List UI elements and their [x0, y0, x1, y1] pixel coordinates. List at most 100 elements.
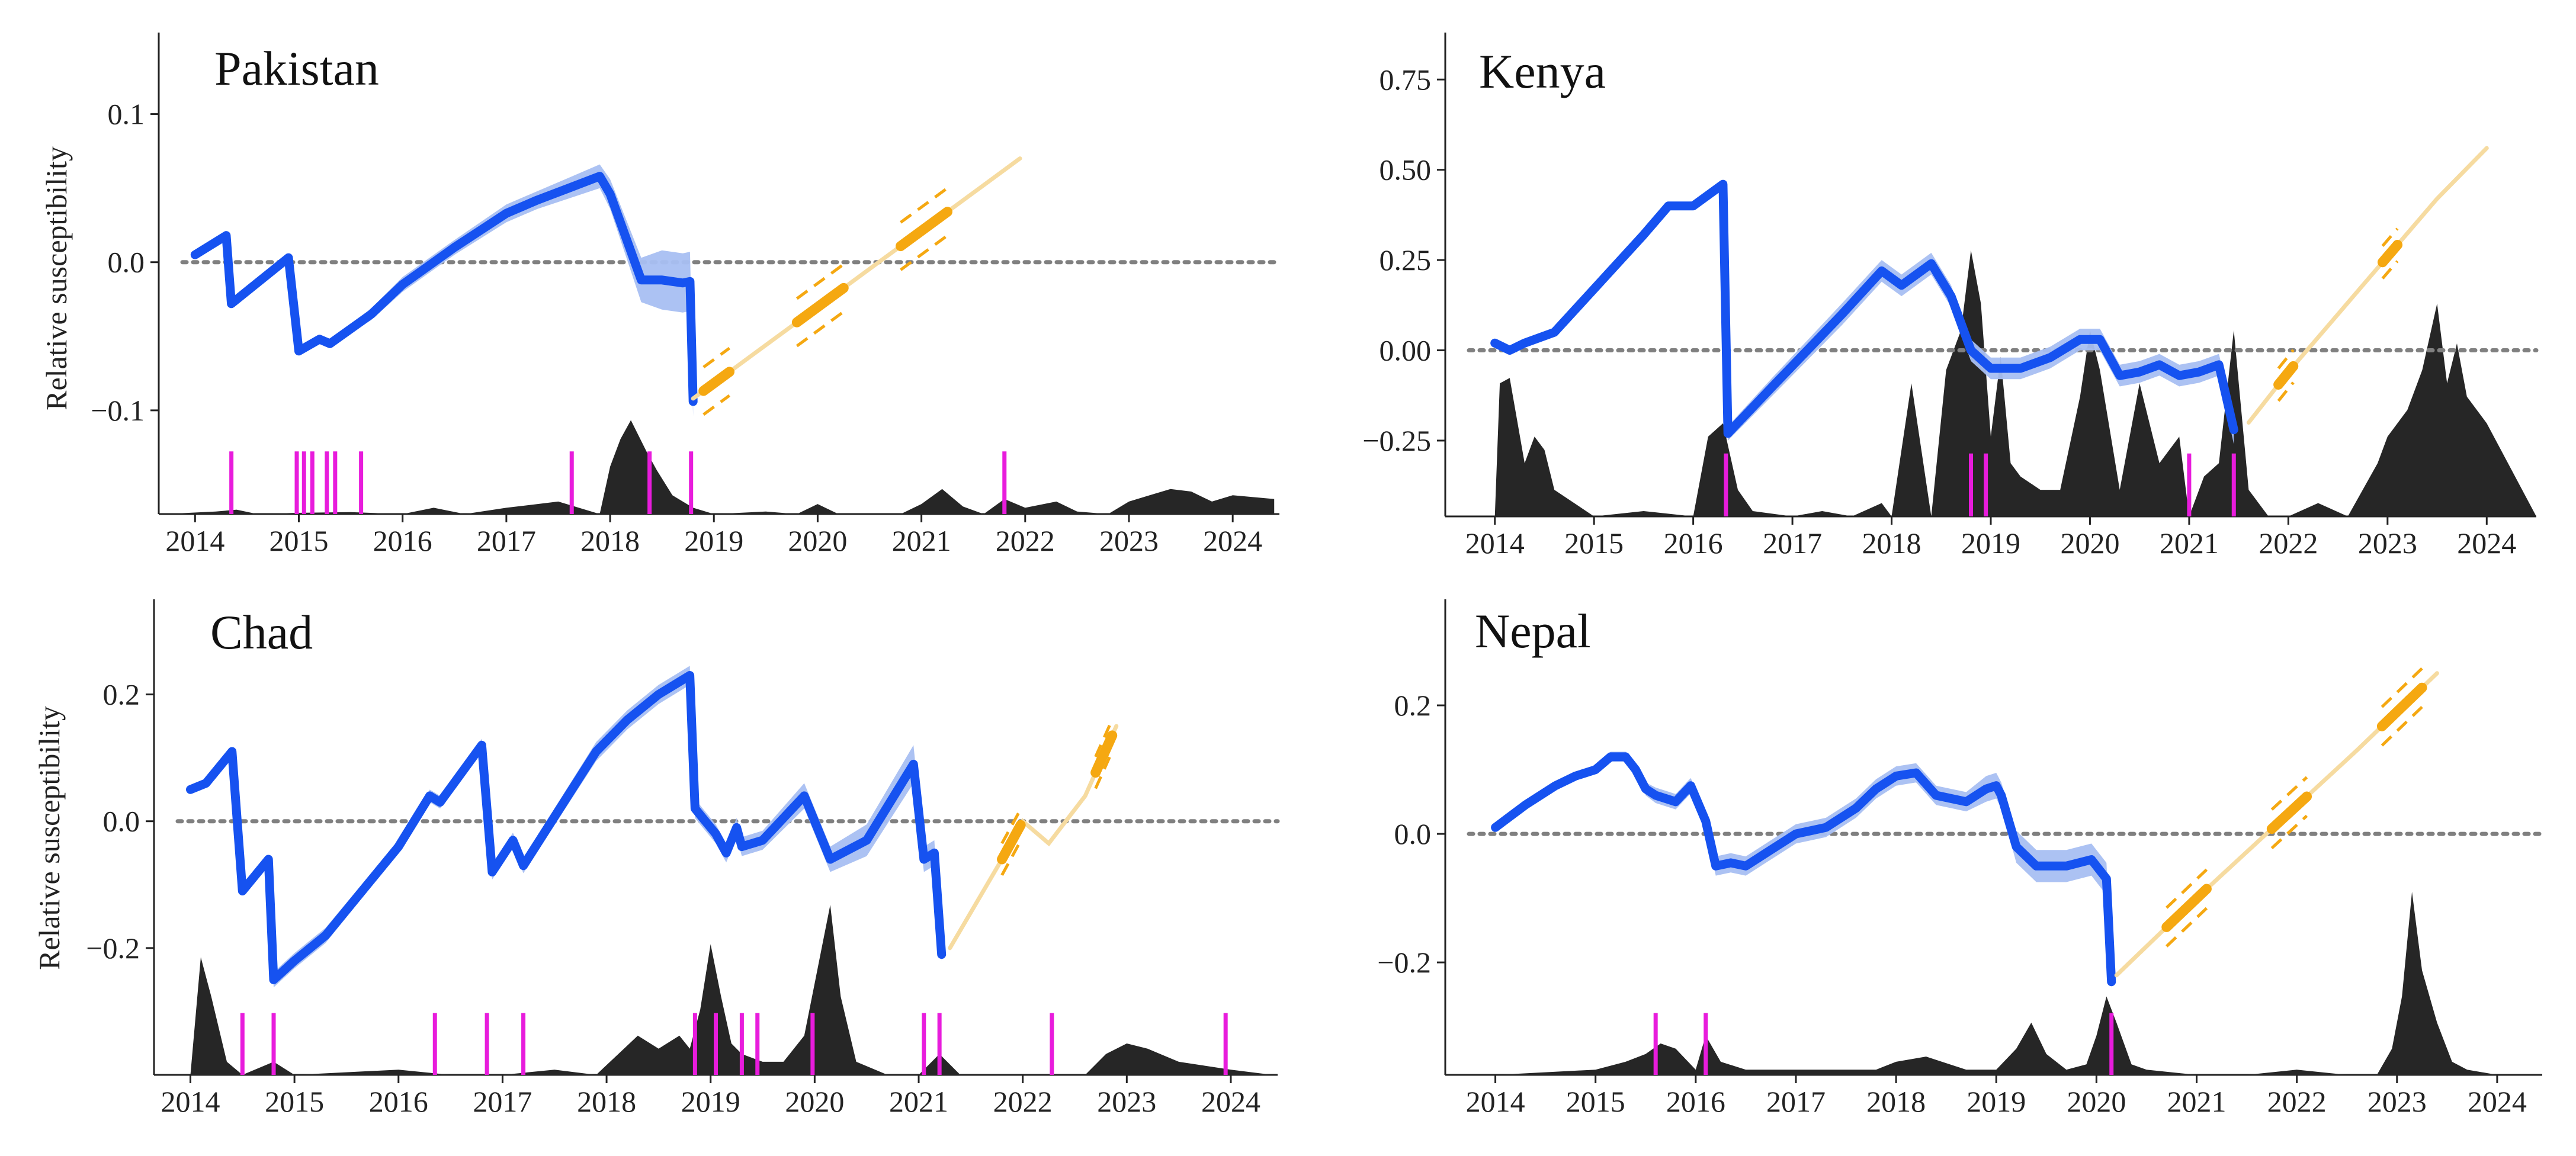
- x-tick-label: 2019: [681, 1085, 740, 1118]
- projection-line: [691, 156, 1022, 401]
- projection-spread: [1000, 840, 1022, 876]
- y-tick-label: 0.50: [1380, 153, 1432, 187]
- panel-title: Nepal: [1475, 604, 1591, 658]
- panel-kenya: Kenya 0.75 0.50 0.25 0.00 −0.25 2014 2015 2016 2…: [1362, 33, 2539, 560]
- x-tick-label: 2021: [889, 1085, 948, 1118]
- x-tick-label: 2017: [1763, 526, 1822, 560]
- x-tick-label: 2016: [1664, 526, 1723, 560]
- projection-spread: [2277, 349, 2295, 370]
- panel-nepal: Nepal 0.2 0.0 −0.2 2014 2015 2016 2017 2018 2019…: [1377, 599, 2545, 1118]
- x-tick-label: 2019: [1961, 526, 2020, 560]
- y-tick-label: −0.2: [1377, 946, 1431, 979]
- x-tick-label: 2021: [2160, 526, 2219, 560]
- history-line: [190, 172, 698, 406]
- x-tick-label: 2022: [2267, 1085, 2327, 1118]
- projection-segment: [896, 207, 952, 252]
- y-tick-label: 0.0: [108, 246, 145, 279]
- event-area: [1445, 250, 2536, 516]
- x-tick-label: 2023: [2358, 526, 2417, 560]
- projection-segment: [2266, 791, 2312, 834]
- projection-spread: [1000, 808, 1022, 844]
- projection-spread: [795, 263, 845, 300]
- projection-segment: [2376, 682, 2427, 731]
- y-tick-label: 0.2: [1394, 689, 1432, 722]
- x-tick-label: 2016: [369, 1085, 428, 1118]
- y-tick-label: −0.25: [1362, 424, 1431, 457]
- x-tick-label: 2022: [2259, 526, 2318, 560]
- x-tick-label: 2022: [996, 524, 1055, 557]
- x-tick-label: 2018: [1866, 1085, 1926, 1118]
- x-tick-label: 2017: [1766, 1085, 1826, 1118]
- x-tick-label: 2017: [473, 1085, 532, 1118]
- projection-spread: [702, 394, 730, 416]
- x-tick-label: 2018: [580, 524, 640, 557]
- history-line: [186, 671, 947, 984]
- y-tick-label: 0.75: [1380, 63, 1432, 96]
- x-tick-label: 2018: [577, 1085, 636, 1118]
- x-tick-label: 2014: [1465, 526, 1525, 560]
- projection-spread: [2270, 814, 2308, 849]
- projection-spread: [1094, 750, 1114, 789]
- history-line: [1491, 752, 2116, 987]
- projection-segment: [698, 367, 735, 396]
- panel-title: Chad: [210, 605, 313, 659]
- panel-chad: Chad Relative susceptibility 0.2 0.0 −0.2 2…: [33, 599, 1280, 1118]
- y-tick-label: 0.0: [1394, 817, 1432, 850]
- y-tick-label: 0.0: [103, 805, 140, 838]
- projection-spread: [2277, 381, 2295, 402]
- x-tick-label: 2020: [2060, 526, 2119, 560]
- event-area: [159, 904, 1273, 1075]
- projection-spread: [2381, 227, 2399, 247]
- y-tick-label: −0.1: [91, 394, 145, 427]
- projection-spread: [2166, 868, 2208, 909]
- x-tick-label: 2014: [161, 1085, 220, 1118]
- x-tick-label: 2021: [2167, 1085, 2226, 1118]
- projection-segment: [2377, 240, 2403, 268]
- x-tick-label: 2024: [1203, 524, 1262, 557]
- x-tick-label: 2023: [1099, 524, 1159, 557]
- x-tick-label: 2017: [477, 524, 536, 557]
- projection-spread: [2381, 705, 2423, 747]
- x-tick-label: 2020: [788, 524, 847, 557]
- projection-spread: [2270, 776, 2308, 811]
- x-tick-label: 2021: [892, 524, 951, 557]
- projection-spread: [2166, 907, 2208, 948]
- projection-spread: [795, 310, 845, 348]
- projection-spread: [900, 187, 948, 224]
- y-tick-label: −0.2: [86, 932, 140, 965]
- y-tick-label: 0.2: [103, 678, 140, 711]
- x-tick-label: 2024: [1201, 1085, 1260, 1118]
- projection-segment: [2161, 884, 2212, 932]
- x-tick-label: 2015: [1564, 526, 1624, 560]
- y-tick-label: 0.00: [1380, 334, 1432, 367]
- y-axis-label: Relative susceptibility: [33, 706, 66, 970]
- projection-line: [948, 724, 1119, 951]
- projection-spread: [702, 346, 730, 369]
- projection-segment: [791, 282, 849, 327]
- y-tick-label: 0.1: [108, 98, 145, 131]
- panel-title: Pakistan: [214, 41, 379, 95]
- x-tick-label: 2019: [1967, 1085, 2026, 1118]
- x-tick-label: 2020: [785, 1085, 844, 1118]
- x-tick-label: 2024: [2457, 526, 2516, 560]
- x-tick-label: 2015: [265, 1085, 324, 1118]
- x-tick-label: 2023: [1097, 1085, 1156, 1118]
- x-tick-label: 2014: [165, 524, 224, 557]
- x-tick-label: 2023: [2368, 1085, 2427, 1118]
- projection-spread: [2381, 260, 2399, 280]
- uncertainty-band: [1495, 752, 2112, 988]
- x-tick-label: 2016: [1666, 1085, 1725, 1118]
- x-tick-label: 2022: [993, 1085, 1053, 1118]
- projection-segment: [2273, 361, 2299, 390]
- projection-spread: [2381, 667, 2423, 708]
- panel-title: Kenya: [1479, 44, 1606, 98]
- x-tick-label: 2024: [2468, 1085, 2527, 1118]
- history-line: [1490, 179, 2238, 438]
- x-tick-label: 2019: [684, 524, 743, 557]
- event-area: [1445, 891, 2542, 1075]
- event-area: [163, 420, 1275, 514]
- projection-segment: [997, 820, 1026, 865]
- uncertainty-band: [195, 164, 694, 416]
- x-tick-label: 2015: [270, 524, 329, 557]
